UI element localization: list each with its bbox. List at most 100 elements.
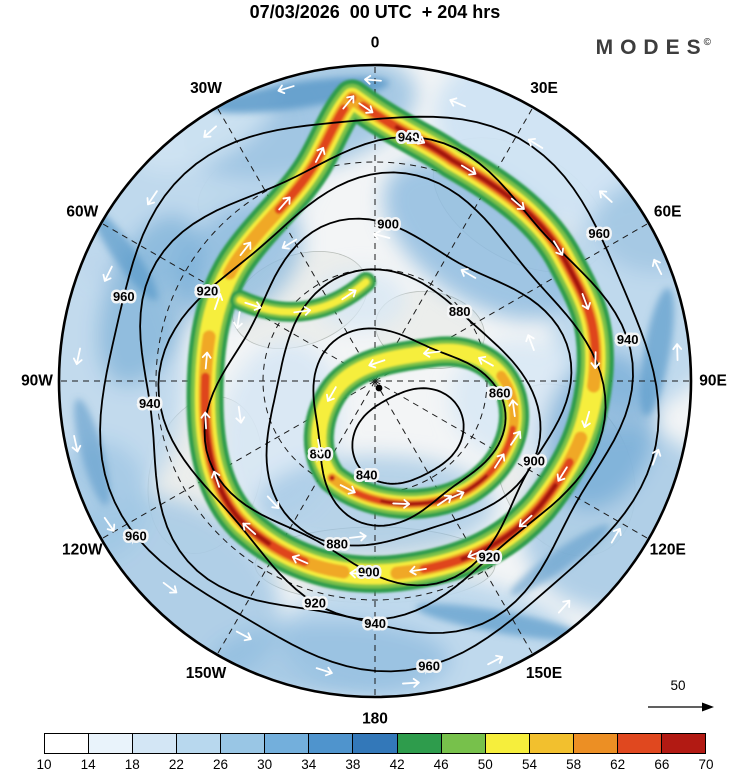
colorbar [44, 733, 706, 754]
contour-label: 920 [197, 283, 219, 298]
colorbar-cell [45, 734, 90, 753]
colorbar-tick-label: 70 [698, 757, 714, 772]
wind-arrow [651, 258, 663, 276]
colorbar-cell [353, 734, 398, 753]
jet-band-layer [202, 95, 598, 577]
wind-arrow [590, 351, 601, 370]
wind-arrow [341, 288, 357, 301]
wind-arrow [487, 654, 504, 666]
wind-arrow [467, 549, 484, 560]
longitude-label: 30E [530, 80, 558, 97]
colorbar-cell [133, 734, 178, 753]
wind-arrow [423, 347, 441, 358]
colorbar-cell [397, 734, 442, 753]
contour-line [265, 268, 542, 547]
colorbar-cell [221, 734, 266, 753]
wind-arrow [527, 137, 544, 149]
contour-line [312, 327, 507, 527]
wind-arrow [373, 230, 391, 240]
contour-label: 920 [479, 550, 501, 565]
contour-labels: 8408608608808809009009009209209209409409… [110, 127, 641, 676]
longitude-label: 150E [526, 665, 562, 682]
wind-arrow [672, 343, 683, 361]
longitude-label: 0 [371, 35, 380, 52]
wind-arrow [233, 311, 243, 329]
wind-arrow [326, 386, 337, 402]
wind-arrow [368, 359, 386, 369]
map-boundary [57, 63, 693, 699]
wind-arrow [460, 164, 477, 176]
contour-line [351, 387, 465, 485]
wind-arrow [581, 293, 591, 310]
wind-arrow [213, 293, 224, 311]
reference-arrow-label: 50 [670, 678, 685, 693]
pole-marker [375, 384, 383, 392]
colorbar-tick-label: 18 [124, 757, 140, 772]
wind-shading [315, 270, 405, 330]
colorbar-cell [485, 734, 530, 753]
colorbar-cell [529, 734, 574, 753]
contour-label: 960 [588, 226, 610, 241]
contour-label: 960 [113, 289, 135, 304]
wind-arrow [103, 516, 116, 532]
contour-label: 900 [358, 565, 380, 580]
contour-label: 860 [489, 386, 511, 401]
longitude-label: 60W [66, 204, 98, 221]
colorbar-cell [661, 734, 705, 753]
height-contours [99, 115, 660, 673]
wind-arrow [510, 197, 525, 210]
wind-arrow [409, 134, 426, 145]
wind-arrow [71, 435, 82, 453]
colorbar-tick-label: 10 [36, 757, 52, 772]
colorbar-cell [441, 734, 486, 753]
longitude-label: 90W [21, 373, 53, 390]
longitude-label: 60E [654, 204, 682, 221]
colorbar-tick-label: 54 [521, 757, 538, 772]
longitude-label: 180 [362, 711, 388, 728]
wind-streak [74, 398, 110, 506]
wind-arrow [364, 74, 382, 85]
modes-logo: MODES© [596, 36, 712, 60]
colorbar-cell [573, 734, 618, 753]
wind-arrow [203, 125, 217, 138]
contour-label: 940 [139, 396, 161, 411]
wind-arrow [278, 196, 291, 211]
contour-label: 940 [398, 129, 420, 144]
wind-arrow [348, 531, 367, 542]
wind-arrow [244, 301, 262, 311]
wind-shading [595, 177, 690, 273]
graticule-meridian [374, 380, 534, 655]
wind-arrow [599, 190, 613, 203]
wind-arrow [315, 666, 333, 677]
contour-line [99, 115, 660, 673]
wind-arrow [557, 599, 571, 614]
colorbar-tick-label: 22 [168, 757, 184, 772]
longitude-label: 150W [186, 665, 227, 682]
map-outline [57, 63, 693, 699]
longitude-labels: 0 30E 60E 90E 120E 150E 180 150W 120W 90W 60W 30W [21, 35, 727, 728]
wind-shading [383, 160, 577, 320]
colorbar-cell [309, 734, 354, 753]
colorbar-tick-label: 62 [610, 757, 626, 772]
contour-group [99, 115, 660, 673]
wind-arrow [102, 265, 113, 282]
modes-logo-text: MODES [595, 36, 708, 59]
longitude-label: 30W [190, 80, 222, 97]
graticule-meridian [216, 107, 376, 382]
colorbar-labels: 10 14 18 22 26 30 34 38 42 46 50 54 58 62 66 70 [0, 757, 750, 779]
contour-label: 900 [523, 453, 545, 468]
wind-arrow [293, 306, 312, 316]
contour-label: 960 [125, 529, 147, 544]
contour-label: 940 [364, 616, 386, 631]
wind-arrow [239, 241, 252, 257]
wind-arrow [235, 405, 246, 424]
wind-arrow [266, 495, 280, 510]
longitude-label: 120W [62, 542, 103, 559]
wind-arrow [556, 466, 568, 482]
reference-arrow-head [702, 702, 714, 712]
contour-label: 960 [418, 658, 440, 673]
wind-arrows [71, 74, 683, 688]
wind-arrow [314, 146, 326, 163]
wind-arrow [339, 484, 356, 495]
